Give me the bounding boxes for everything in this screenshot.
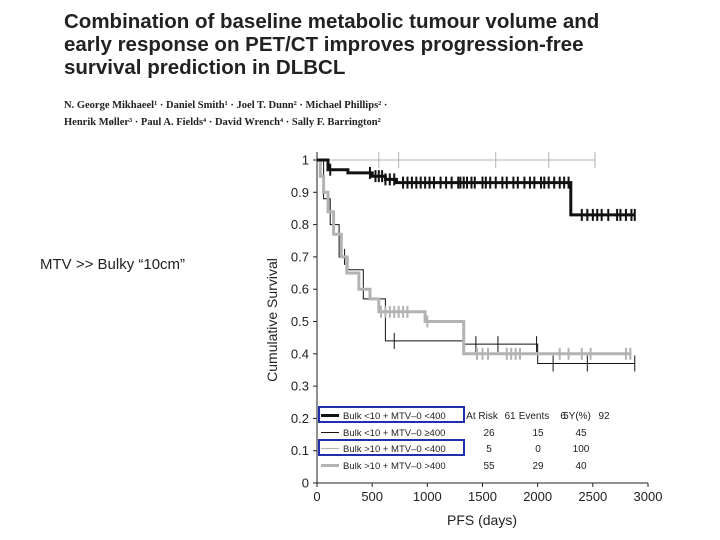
table-cell: 61 [504,411,516,422]
legend-label: Bulk <10 + MTV–0 ≥400 [343,428,445,439]
y-tick-label: 0.7 [291,249,309,264]
table-cell: 6 [560,411,566,422]
legend-highlight-box [318,439,465,456]
table-header: Events [519,411,550,422]
y-tick-label: 0 [302,476,309,491]
y-tick-label: 0.3 [291,379,309,394]
y-tick-label: 0.6 [291,282,309,297]
x-tick-label: 1000 [413,489,442,504]
x-tick-label: 2000 [523,489,552,504]
survival-curve-4 [317,158,632,356]
table-cell: 29 [532,461,544,472]
x-tick-label: 1500 [468,489,497,504]
chart-axes: 00.10.20.30.40.50.60.70.80.910 500 1000 150… [291,152,663,504]
table-cell: 15 [532,428,544,439]
legend-label: Bulk <10 + MTV–0 <400 [343,411,446,422]
x-tick-label: 500 [361,489,383,504]
survival-curve-1 [317,158,635,217]
table-cell: 40 [575,461,587,472]
y-axis-label: Cumulative Survival [264,258,280,382]
y-tick-label: 0.8 [291,217,309,232]
y-tick-label: 0.4 [291,346,309,361]
table-cell: 92 [598,411,610,422]
survival-curves [317,152,636,372]
x-tick-label: 3000 [634,489,663,504]
legend-label: Bulk >10 + MTV–0 >400 [343,461,446,472]
table-cell: 0 [535,444,541,455]
table-cell: 5 [486,444,492,455]
table-cell: 100 [573,444,590,455]
y-tick-label: 0.5 [291,314,309,329]
table-header: At Risk [466,411,499,422]
survival-curve-2 [317,159,635,364]
legend-highlight-box [318,406,465,423]
slide-annotation: MTV >> Bulky “10cm” [40,256,186,273]
table-cell: 55 [483,461,495,472]
y-tick-label: 1 [302,153,309,168]
legend-label: Bulk >10 + MTV–0 <400 [343,444,446,455]
table-cell: 26 [483,428,495,439]
x-tick-label: 2500 [578,489,607,504]
table-cell: 45 [575,428,587,439]
y-tick-label: 0.9 [291,185,309,200]
chart-legend: At Risk Events 5Y(%) Bulk <10 + MTV–0 <400 B… [318,406,610,472]
author-list-line-1: N. George Mikhaeel¹ · Daniel Smith¹ · Jo… [64,100,388,111]
x-axis-label: PFS (days) [447,512,517,528]
paper-title: Combination of baseline metabolic tumour… [64,10,600,79]
y-tick-label: 0.1 [291,443,309,458]
x-tick-label: 0 [313,489,320,504]
y-tick-label: 0.2 [291,411,309,426]
author-list-line-2: Henrik Møller³ · Paul A. Fields⁴ · David… [64,117,381,128]
table-header: 5Y(%) [563,411,591,422]
